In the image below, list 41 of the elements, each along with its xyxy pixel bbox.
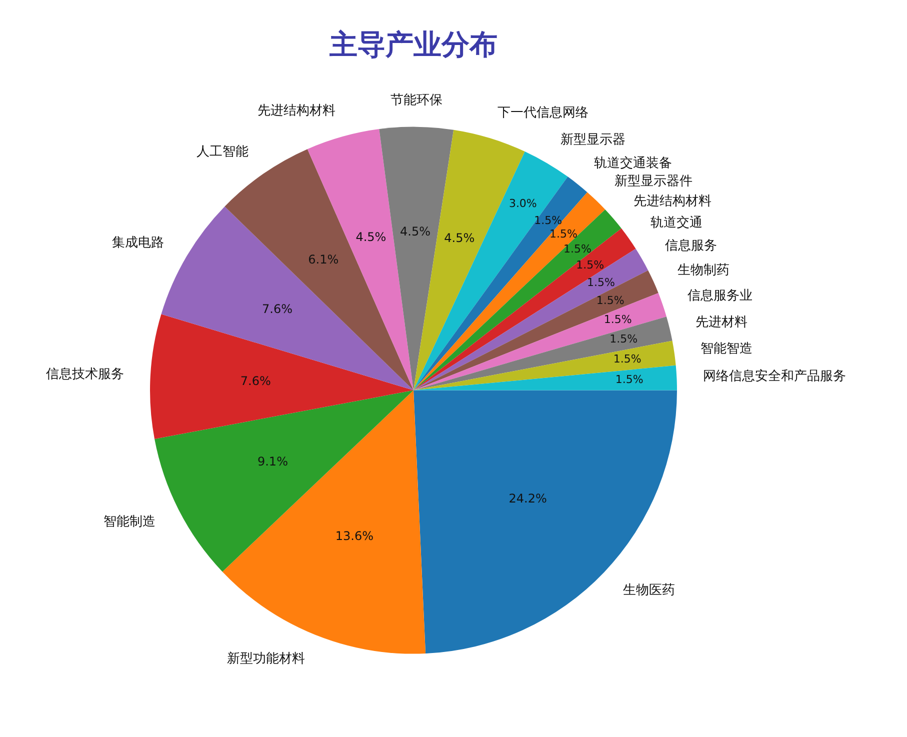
slice-label: 生物制药 xyxy=(678,263,730,278)
slice-label: 新型显示器 xyxy=(560,132,626,148)
slice-label: 信息技术服务 xyxy=(46,367,124,382)
data-label: 4.5% xyxy=(356,230,386,244)
data-label: 7.6% xyxy=(262,302,293,316)
slice-label: 信息服务 xyxy=(665,238,718,254)
slice-label: 轨道交通 xyxy=(650,214,702,231)
slice-label: 人工智能 xyxy=(196,144,248,160)
data-label: 1.5% xyxy=(610,332,638,346)
slice-label: 网络信息安全和产品服务 xyxy=(703,368,846,384)
slice-label: 下一代信息网络 xyxy=(498,105,589,120)
slice-label: 节能环保 xyxy=(390,92,443,108)
slice-label: 智能制造 xyxy=(103,514,156,530)
slice-label: 先进结构材料 xyxy=(634,194,712,209)
data-label: 24.2% xyxy=(508,492,547,506)
slice-label: 新型功能材料 xyxy=(227,652,306,667)
slice-label: 先进材料 xyxy=(695,314,748,330)
data-label: 1.5% xyxy=(564,242,592,256)
slice-label: 集成电路 xyxy=(112,236,164,251)
slice-label: 先进结构材料 xyxy=(257,104,336,119)
data-label: 1.5% xyxy=(613,352,642,366)
data-label: 13.6% xyxy=(335,529,374,544)
slice-label: 新型显示器件 xyxy=(614,174,693,190)
data-label: 3.0% xyxy=(508,196,537,210)
data-label: 1.5% xyxy=(587,276,615,289)
data-label: 1.5% xyxy=(534,214,562,228)
slice-label: 智能智造 xyxy=(700,342,752,357)
data-label: 1.5% xyxy=(615,372,644,386)
slice-label: 生物医药 xyxy=(623,582,676,598)
data-label: 7.6% xyxy=(240,374,271,388)
data-label: 9.1% xyxy=(257,454,288,468)
data-label: 1.5% xyxy=(596,294,624,307)
slice-label: 信息服务业 xyxy=(688,288,753,304)
data-label: 1.5% xyxy=(550,228,578,241)
data-label: 4.5% xyxy=(444,231,475,246)
chart-title: 主导产业分布 xyxy=(328,28,498,62)
data-label: 1.5% xyxy=(576,258,604,272)
data-label: 1.5% xyxy=(604,312,632,326)
slice-label: 轨道交通装备 xyxy=(594,154,672,171)
data-label: 4.5% xyxy=(400,224,430,238)
data-label: 6.1% xyxy=(308,252,339,267)
